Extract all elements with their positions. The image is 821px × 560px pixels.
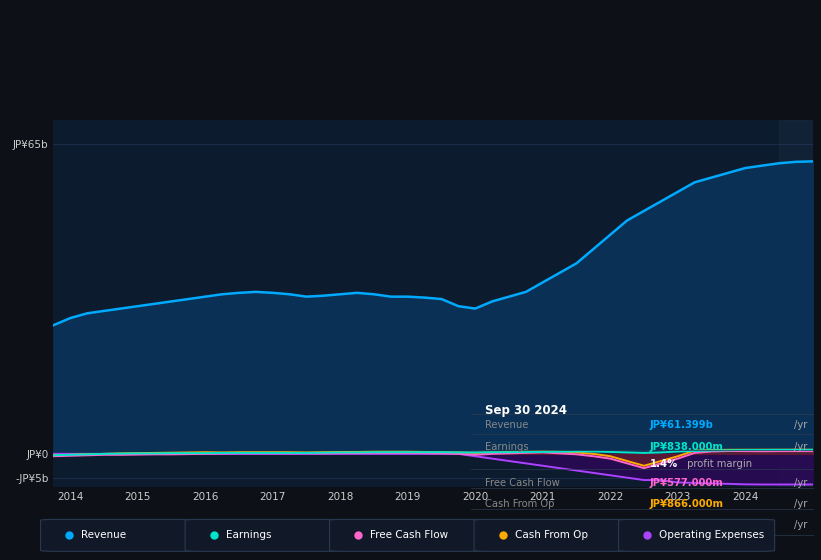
FancyBboxPatch shape [185, 520, 342, 551]
Text: /yr: /yr [794, 499, 807, 509]
FancyBboxPatch shape [40, 520, 197, 551]
Text: /yr: /yr [794, 478, 807, 488]
FancyBboxPatch shape [329, 520, 486, 551]
Text: Earnings: Earnings [226, 530, 271, 539]
Text: JP¥61.399b: JP¥61.399b [649, 421, 713, 430]
Text: Operating Expenses: Operating Expenses [659, 530, 764, 539]
Text: Cash From Op: Cash From Op [515, 530, 588, 539]
Text: JP¥6.433b: JP¥6.433b [649, 520, 707, 530]
Text: /yr: /yr [794, 421, 807, 430]
FancyBboxPatch shape [474, 520, 631, 551]
Text: Cash From Op: Cash From Op [485, 499, 554, 509]
FancyBboxPatch shape [618, 520, 775, 551]
Text: Free Cash Flow: Free Cash Flow [485, 478, 560, 488]
Text: JP¥838.000m: JP¥838.000m [649, 441, 723, 451]
Text: Revenue: Revenue [81, 530, 126, 539]
Text: 1.4%: 1.4% [649, 459, 678, 469]
Text: Earnings: Earnings [485, 441, 529, 451]
Bar [779, 120, 813, 487]
Text: JP¥577.000m: JP¥577.000m [649, 478, 723, 488]
Text: /yr: /yr [794, 520, 807, 530]
Text: Sep 30 2024: Sep 30 2024 [485, 404, 567, 417]
Text: profit margin: profit margin [684, 459, 752, 469]
Text: Free Cash Flow: Free Cash Flow [370, 530, 448, 539]
Text: JP¥866.000m: JP¥866.000m [649, 499, 723, 509]
Text: /yr: /yr [794, 441, 807, 451]
Text: Operating Expenses: Operating Expenses [485, 520, 585, 530]
Text: Revenue: Revenue [485, 421, 529, 430]
